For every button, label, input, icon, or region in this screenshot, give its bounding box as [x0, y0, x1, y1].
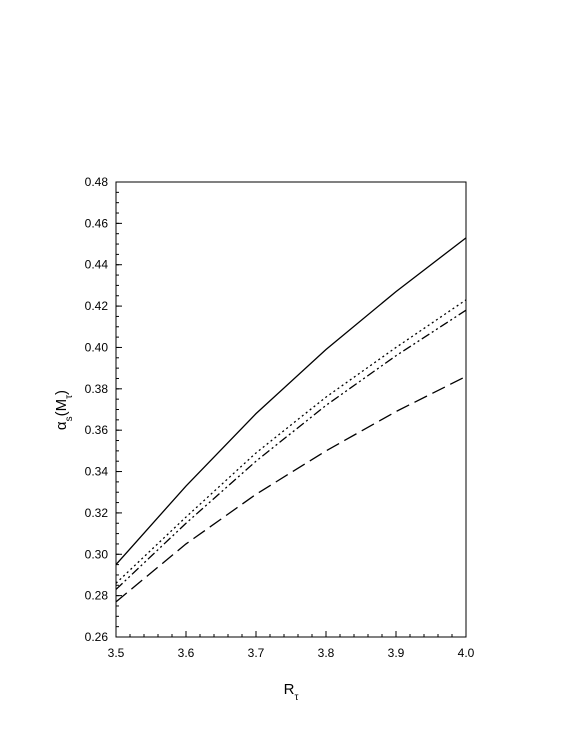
label-part: s [64, 416, 75, 421]
y-tick-label: 0.34 [85, 465, 109, 479]
y-tick-label: 0.30 [85, 547, 109, 561]
label-part: α [53, 421, 70, 430]
label-part: τ [64, 395, 75, 399]
plot-frame [115, 181, 467, 638]
data-line [115, 309, 467, 590]
data-line [115, 299, 467, 584]
y-axis-label: αs(Mτ) [53, 390, 75, 430]
x-tick-label: 3.7 [248, 646, 265, 660]
y-tick-label: 0.44 [85, 258, 109, 272]
data-line [115, 375, 467, 603]
y-tick-label: 0.40 [85, 340, 109, 354]
y-tick-label: 0.46 [85, 216, 109, 230]
data-line [115, 237, 467, 566]
x-tick-label: 4.0 [458, 646, 475, 660]
x-axis-label: Rτ [284, 681, 299, 703]
x-tick-label: 3.9 [388, 646, 405, 660]
x-tick-label: 3.8 [318, 646, 335, 660]
label-part: ) [53, 390, 70, 395]
y-tick-label: 0.36 [85, 423, 109, 437]
y-tick-label: 0.32 [85, 506, 109, 520]
x-tick-label: 3.5 [108, 646, 125, 660]
y-tick-label: 0.38 [85, 382, 109, 396]
label-part: τ [294, 692, 298, 703]
x-tick-label: 3.6 [178, 646, 195, 660]
label-part: R [284, 681, 295, 698]
y-tick-label: 0.48 [85, 175, 109, 189]
y-tick-label: 0.28 [85, 589, 109, 603]
y-tick-label: 0.42 [85, 299, 109, 313]
y-tick-label: 0.26 [85, 630, 109, 644]
label-part: (M [53, 399, 70, 417]
